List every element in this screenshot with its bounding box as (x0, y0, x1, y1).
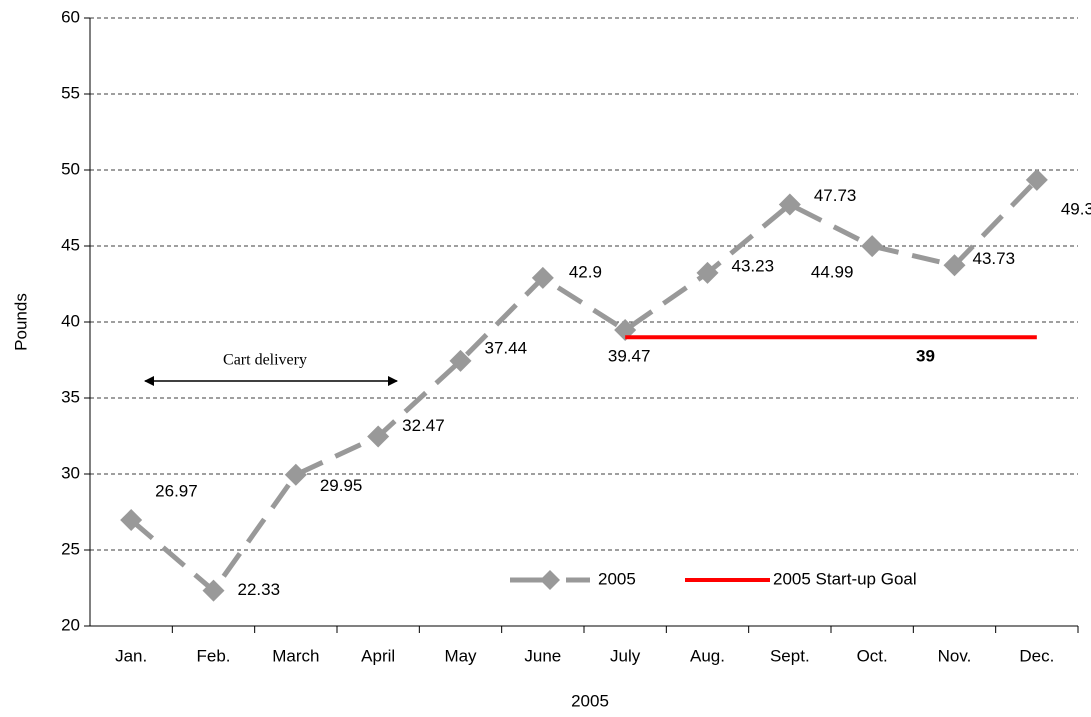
data-label: 32.47 (402, 416, 445, 435)
y-tick-label: 35 (61, 387, 80, 406)
y-tick-label: 55 (61, 83, 80, 102)
data-label: 37.44 (485, 338, 528, 357)
data-label: 47.73 (814, 186, 857, 205)
x-tick-label: March (272, 646, 319, 665)
y-axis-title: Pounds (11, 293, 30, 351)
x-tick-label: Oct. (857, 646, 888, 665)
y-tick-label: 50 (61, 159, 80, 178)
legend-label: 2005 Start-up Goal (773, 569, 917, 588)
data-point (943, 254, 966, 277)
x-tick-label: April (361, 646, 395, 665)
y-tick-label: 20 (61, 615, 80, 634)
data-point (778, 193, 801, 216)
y-tick-label: 25 (61, 539, 80, 558)
x-tick-label: Nov. (938, 646, 972, 665)
y-tick-label: 45 (61, 235, 80, 254)
legend-marker (540, 570, 560, 590)
data-point (1025, 168, 1048, 191)
data-label: 39 (916, 347, 935, 366)
x-tick-label: June (524, 646, 561, 665)
x-tick-label: Jan. (115, 646, 147, 665)
y-tick-label: 30 (61, 463, 80, 482)
data-label: 42.9 (569, 262, 602, 281)
y-tick-label: 60 (61, 7, 80, 26)
data-label: 43.73 (973, 249, 1016, 268)
data-label: 49.35 (1061, 199, 1091, 218)
x-tick-label: Feb. (196, 646, 230, 665)
data-point (861, 235, 884, 258)
data-point (284, 463, 307, 486)
x-tick-label: May (444, 646, 477, 665)
x-tick-label: Sept. (770, 646, 810, 665)
annotation: Cart delivery (223, 352, 307, 369)
data-point (367, 425, 390, 448)
x-tick-label: Aug. (690, 646, 725, 665)
x-tick-label: Dec. (1019, 646, 1054, 665)
data-label: 26.97 (155, 482, 198, 501)
x-tick-label: July (610, 646, 641, 665)
legend-label: 2005 (598, 569, 636, 588)
y-tick-label: 40 (61, 311, 80, 330)
data-point (120, 509, 143, 532)
data-point (202, 579, 225, 602)
data-point (696, 261, 719, 284)
data-label: 43.23 (732, 256, 775, 275)
series-line (129, 178, 1039, 595)
x-axis-title: 2005 (571, 691, 609, 710)
data-point (531, 266, 554, 289)
data-label: 44.99 (811, 263, 854, 282)
data-label: 22.33 (238, 580, 281, 599)
data-label: 29.95 (320, 476, 363, 495)
data-label: 39.47 (608, 347, 651, 366)
data-point (449, 349, 472, 372)
